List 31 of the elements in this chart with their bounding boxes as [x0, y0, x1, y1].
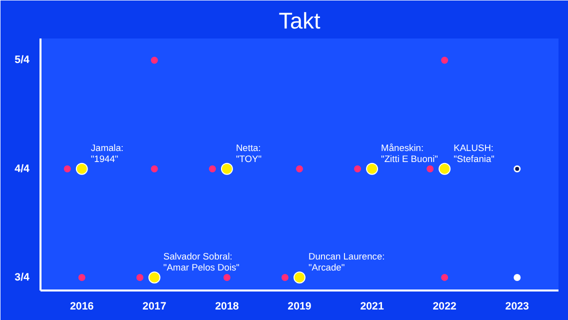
point — [223, 274, 230, 281]
point — [294, 271, 306, 284]
x-tick-label: 2021 — [360, 300, 384, 312]
point — [78, 274, 86, 281]
point — [150, 165, 158, 172]
point — [441, 56, 448, 64]
point — [441, 274, 448, 281]
point — [438, 162, 451, 175]
x-tick-label: 2016 — [70, 300, 94, 312]
annotation: Jamala: "1944" — [90, 142, 124, 164]
point — [514, 274, 521, 281]
annotation: Duncan Laurence: "Arcade" — [308, 251, 385, 272]
chart-title: Takt — [278, 8, 321, 34]
point — [366, 162, 378, 175]
y-tick-label: 3/4 — [14, 271, 30, 284]
point — [150, 56, 158, 64]
annotation: Salvador Sobral: "Amar Pelos Dois" — [163, 251, 240, 272]
x-tick-label: 2019 — [288, 300, 312, 312]
annotation: Netta: "TOY" — [236, 142, 262, 164]
x-tick-label: 2023 — [505, 300, 530, 312]
x-tick-label: 2018 — [215, 300, 239, 312]
point — [148, 271, 160, 284]
y-tick-label: 5/4 — [14, 54, 30, 66]
annotation: Måneskin: "Zitti E Buoni" — [381, 142, 438, 164]
point — [296, 165, 303, 172]
annotation: KALUSH: "Stefania" — [454, 142, 494, 164]
x-tick-label: 2022 — [432, 300, 457, 312]
point — [220, 162, 233, 175]
x-tick-label: 2017 — [142, 300, 166, 312]
y-tick-label: 4/4 — [14, 162, 30, 175]
point — [76, 162, 88, 175]
